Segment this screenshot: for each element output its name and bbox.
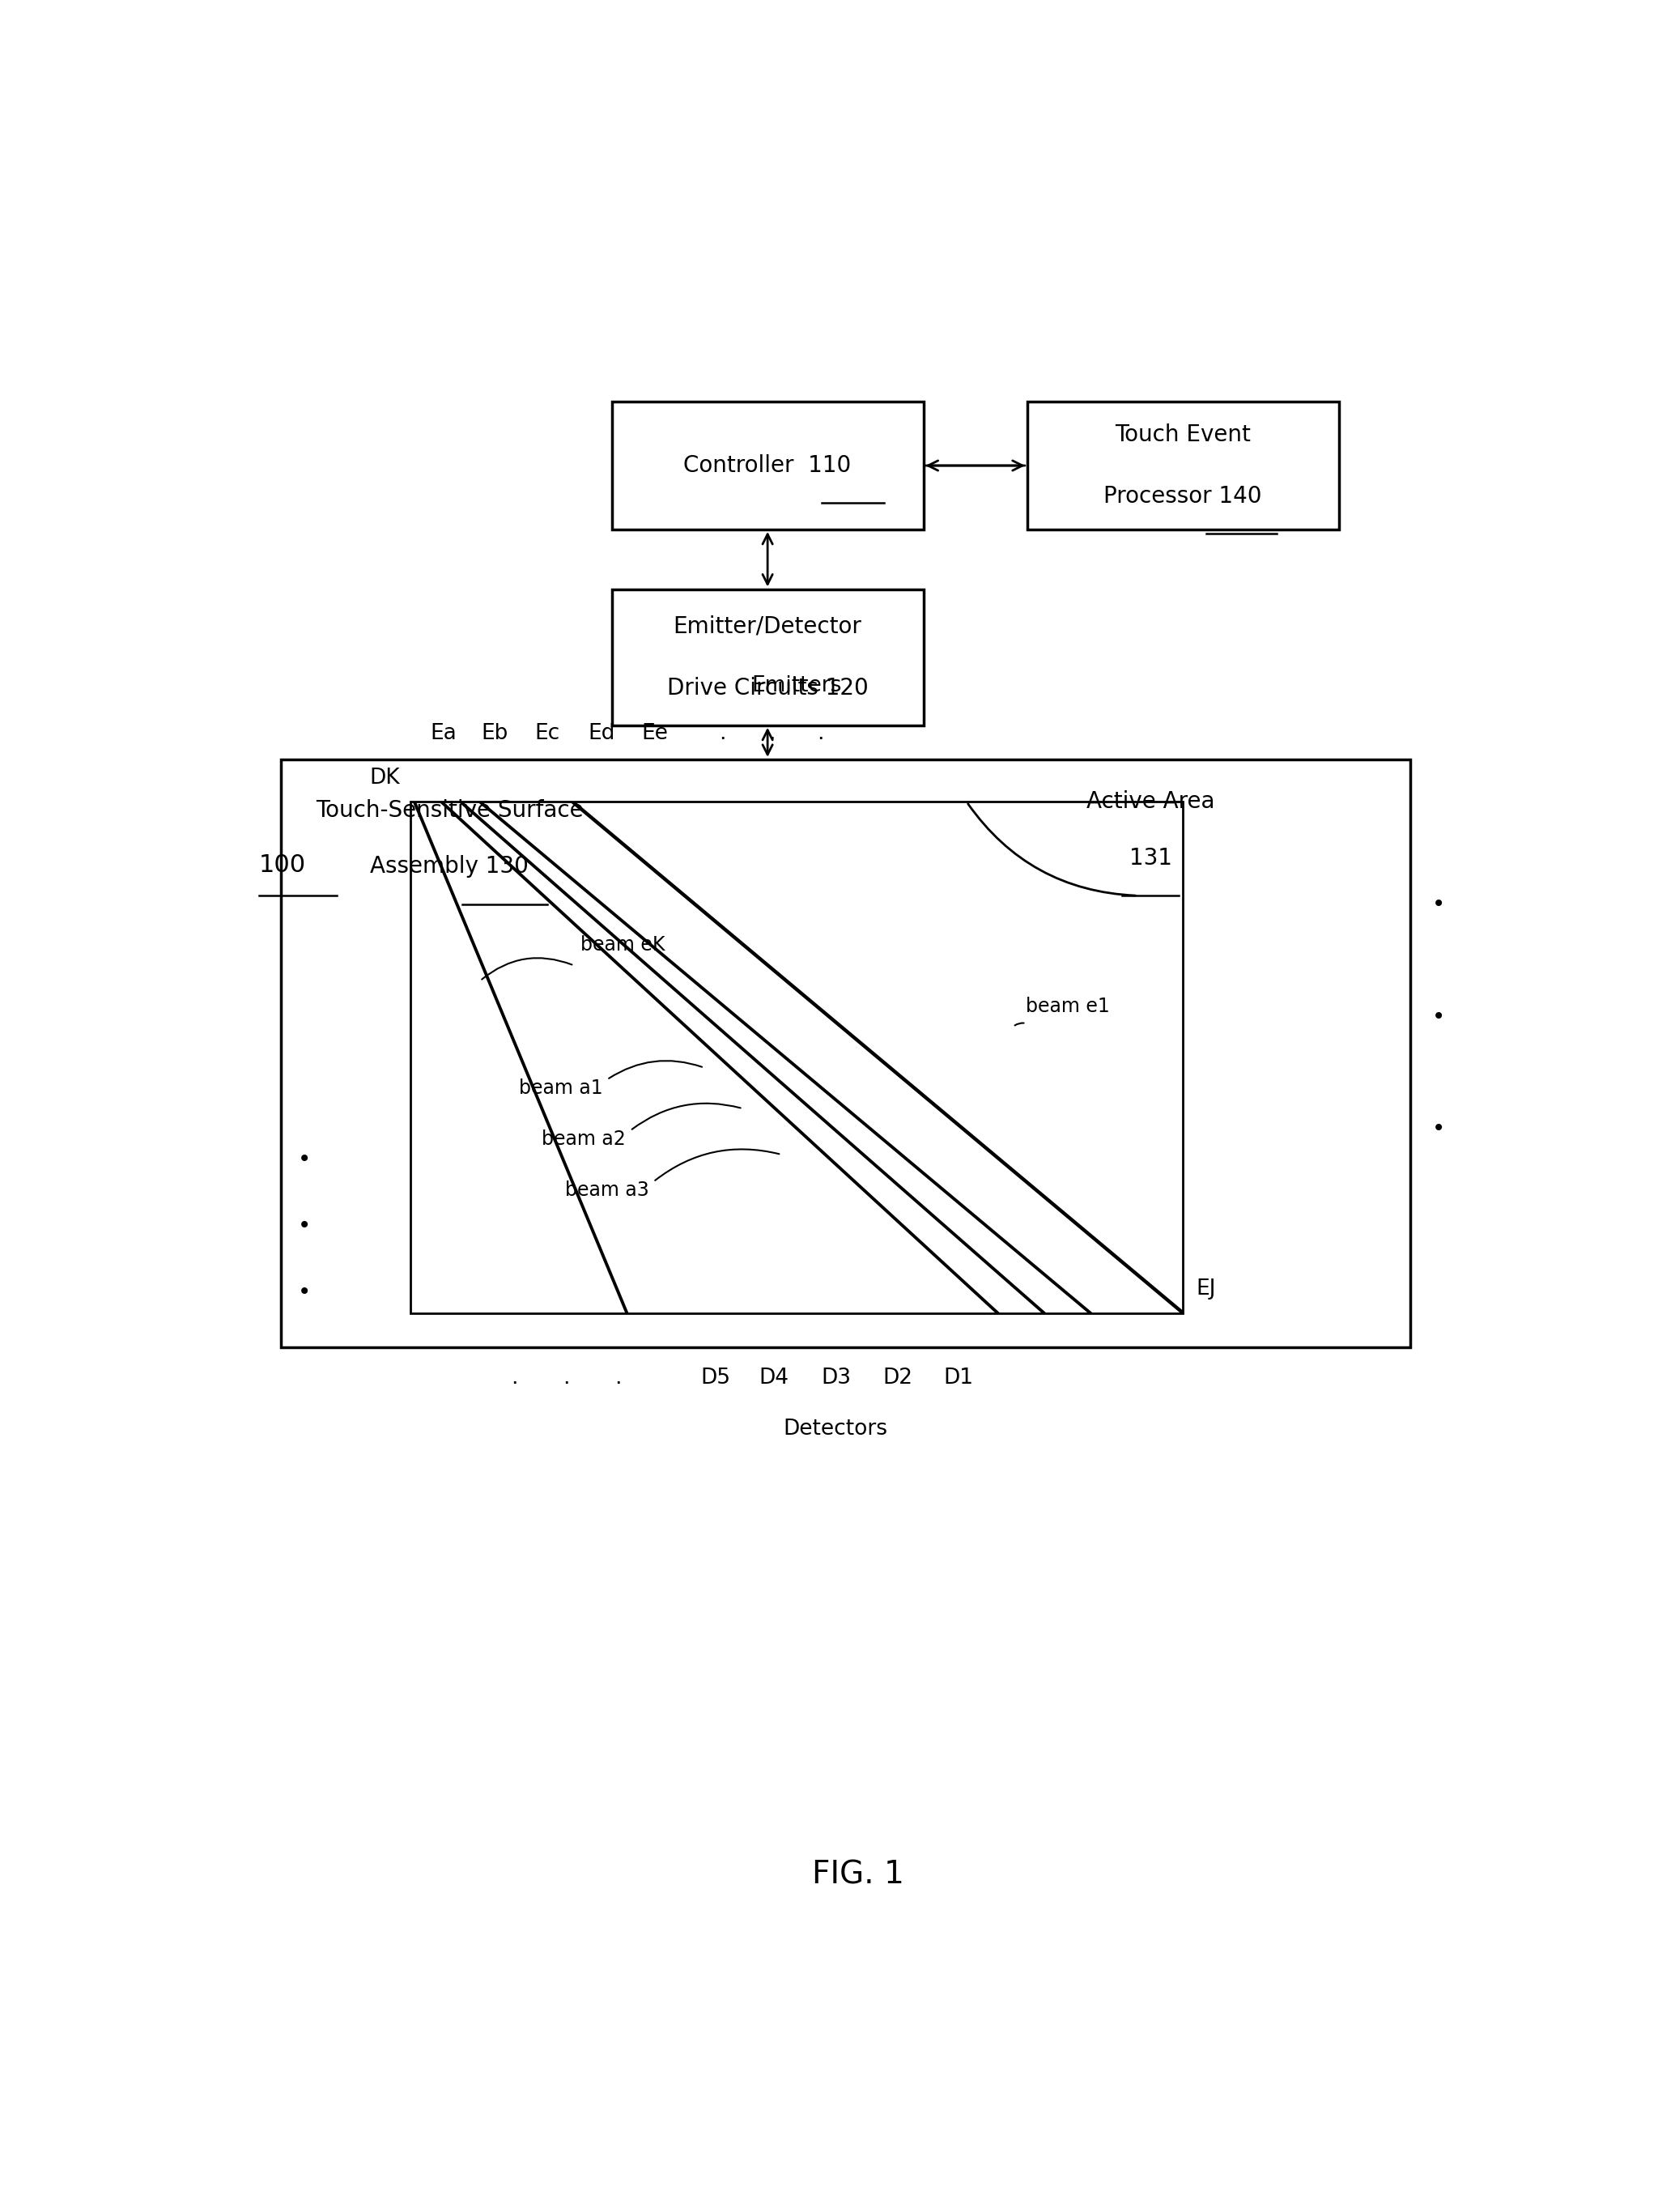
Text: FIG. 1: FIG. 1: [812, 1860, 904, 1891]
Text: .: .: [817, 723, 824, 745]
Text: .: .: [719, 723, 725, 745]
Text: Processor 140: Processor 140: [1104, 484, 1261, 507]
Text: .: .: [769, 723, 776, 745]
FancyBboxPatch shape: [611, 588, 923, 726]
FancyBboxPatch shape: [281, 759, 1410, 1347]
Text: beam e1: beam e1: [1027, 998, 1111, 1015]
Text: •: •: [298, 1214, 312, 1237]
Text: •: •: [1432, 894, 1446, 916]
Text: Emitter/Detector: Emitter/Detector: [673, 615, 863, 637]
Text: Touch Event: Touch Event: [1116, 422, 1251, 447]
Text: Ed: Ed: [588, 723, 615, 745]
Text: Drive Circuits 120: Drive Circuits 120: [667, 677, 868, 699]
Text: DK: DK: [370, 768, 400, 787]
Text: beam a1: beam a1: [519, 1079, 603, 1097]
Text: .: .: [615, 1367, 621, 1389]
Text: D5: D5: [700, 1367, 730, 1389]
Text: D3: D3: [821, 1367, 851, 1389]
Text: beam eK: beam eK: [581, 936, 665, 956]
Text: EJ: EJ: [1196, 1279, 1216, 1298]
Text: Controller  110: Controller 110: [683, 453, 851, 478]
FancyBboxPatch shape: [611, 403, 923, 529]
Text: 100: 100: [258, 854, 307, 876]
Text: D1: D1: [943, 1367, 973, 1389]
Text: D2: D2: [883, 1367, 913, 1389]
Text: Emitters: Emitters: [752, 675, 843, 697]
Text: Ee: Ee: [642, 723, 668, 745]
Text: .: .: [563, 1367, 570, 1389]
Text: •: •: [1432, 1004, 1446, 1029]
Text: Assembly 130: Assembly 130: [370, 856, 529, 878]
Text: 131: 131: [1129, 847, 1172, 869]
Text: beam a3: beam a3: [564, 1181, 648, 1201]
Text: D4: D4: [759, 1367, 789, 1389]
Text: Active Area: Active Area: [1087, 790, 1214, 814]
Text: Detectors: Detectors: [784, 1418, 888, 1440]
FancyBboxPatch shape: [410, 803, 1183, 1314]
Text: .: .: [511, 1367, 518, 1389]
Text: beam a2: beam a2: [543, 1130, 626, 1148]
Text: •: •: [298, 1281, 312, 1303]
FancyBboxPatch shape: [1027, 403, 1338, 529]
Text: Eb: Eb: [481, 723, 509, 745]
Text: Ec: Ec: [534, 723, 559, 745]
Text: •: •: [1432, 1117, 1446, 1141]
Text: Ea: Ea: [430, 723, 456, 745]
Text: Touch-Sensitive Surface: Touch-Sensitive Surface: [315, 799, 583, 823]
Text: •: •: [298, 1148, 312, 1170]
